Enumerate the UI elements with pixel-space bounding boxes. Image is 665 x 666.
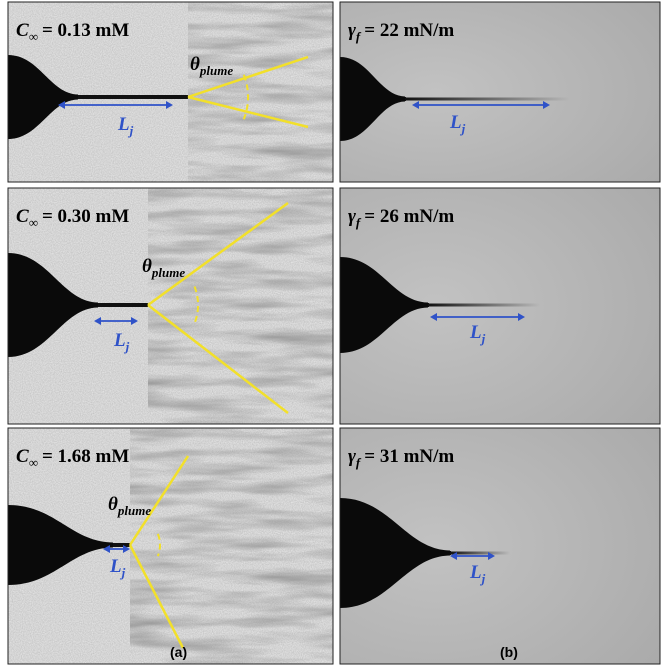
plume-edge bbox=[128, 455, 190, 546]
subscript: f bbox=[356, 215, 362, 230]
value-text: = 1.68 mM bbox=[42, 446, 129, 467]
subscript: j bbox=[120, 565, 126, 580]
length-label: Lj bbox=[449, 112, 466, 136]
photo-bg bbox=[340, 2, 660, 182]
length-label: Lj bbox=[117, 114, 134, 138]
subscript: ∞ bbox=[29, 29, 38, 44]
symbol: γ bbox=[348, 20, 356, 41]
panel-a: C∞ = 0.13 mM θplume Lj bbox=[7, 1, 334, 183]
arrow-head bbox=[103, 545, 130, 553]
length-label: Lj bbox=[469, 322, 486, 346]
angle-arc bbox=[242, 74, 250, 120]
subscript: plume bbox=[117, 503, 151, 518]
nozzle bbox=[8, 505, 113, 585]
angle-label: θplume bbox=[142, 256, 185, 280]
panel-b: γf = 31 mN/m Lj bbox=[339, 427, 661, 665]
jet bbox=[113, 543, 130, 547]
nozzle bbox=[340, 257, 428, 353]
symbol: L bbox=[113, 330, 126, 351]
panel-a: C∞ = 0.30 mM θplume Lj bbox=[7, 187, 334, 425]
symbol: γ bbox=[348, 446, 356, 467]
frame bbox=[339, 187, 661, 425]
subscript: j bbox=[124, 339, 130, 354]
symbol: θ bbox=[142, 256, 152, 277]
subscript: ∞ bbox=[29, 215, 38, 230]
symbol: γ bbox=[348, 206, 356, 227]
concentration-label: C∞ = 0.13 mM bbox=[16, 20, 129, 44]
nozzle bbox=[340, 498, 450, 608]
subscript: plume bbox=[199, 63, 233, 78]
value-text: = 31 mN/m bbox=[364, 446, 454, 467]
jet-fade bbox=[405, 97, 570, 101]
symbol: θ bbox=[108, 494, 118, 515]
nozzle bbox=[8, 253, 98, 357]
subscript: j bbox=[480, 571, 486, 586]
symbol: L bbox=[469, 322, 482, 343]
frame bbox=[339, 1, 661, 183]
subscript: j bbox=[460, 121, 466, 136]
plume-edge bbox=[128, 544, 185, 649]
length-label: Lj bbox=[113, 330, 130, 354]
symbol: C bbox=[16, 446, 29, 467]
subscript: plume bbox=[151, 265, 185, 280]
nozzle bbox=[8, 55, 78, 139]
subscript: j bbox=[480, 331, 486, 346]
symbol: C bbox=[16, 20, 29, 41]
value-text: = 22 mN/m bbox=[364, 20, 454, 41]
angle-label: θplume bbox=[190, 54, 233, 78]
frame bbox=[339, 427, 661, 665]
jet bbox=[98, 303, 148, 307]
angle-label: θplume bbox=[108, 494, 151, 518]
jet-fade bbox=[450, 551, 510, 555]
caption: (b) bbox=[500, 644, 518, 660]
concentration-label: C∞ = 0.30 mM bbox=[16, 206, 129, 230]
angle-arc bbox=[156, 533, 161, 557]
plume-edge bbox=[187, 95, 309, 129]
value-text: = 26 mN/m bbox=[364, 206, 454, 227]
subscript: ∞ bbox=[29, 455, 38, 470]
tension-label: γf = 22 mN/m bbox=[348, 20, 454, 44]
symbol: L bbox=[469, 562, 482, 583]
jet bbox=[78, 95, 188, 99]
subscript: f bbox=[356, 455, 362, 470]
nozzle bbox=[340, 57, 405, 141]
frame bbox=[7, 427, 334, 665]
frame bbox=[7, 1, 334, 183]
panel-a: C∞ = 1.68 mM θplume Lj bbox=[7, 427, 334, 665]
value-text: = 0.30 mM bbox=[42, 206, 129, 227]
jet-fade bbox=[428, 303, 540, 307]
symbol: θ bbox=[190, 54, 200, 75]
caption: (a) bbox=[170, 644, 187, 660]
plume-edge bbox=[187, 55, 309, 99]
symbol: C bbox=[16, 206, 29, 227]
concentration-label: C∞ = 1.68 mM bbox=[16, 446, 129, 470]
length-label: Lj bbox=[469, 562, 486, 586]
symbol: L bbox=[449, 112, 462, 133]
symbol: L bbox=[109, 556, 122, 577]
plume-edge bbox=[147, 201, 289, 307]
frame bbox=[7, 187, 334, 425]
subscript: f bbox=[356, 29, 362, 44]
panel-b: γf = 26 mN/m Lj bbox=[339, 187, 661, 425]
length-label: Lj bbox=[109, 556, 126, 580]
tension-label: γf = 31 mN/m bbox=[348, 446, 454, 470]
plume-edge bbox=[147, 304, 289, 414]
value-text: = 0.13 mM bbox=[42, 20, 129, 41]
subscript: j bbox=[128, 123, 134, 138]
symbol: L bbox=[117, 114, 130, 135]
panel-b: γf = 22 mN/m Lj bbox=[339, 1, 661, 183]
tension-label: γf = 26 mN/m bbox=[348, 206, 454, 230]
angle-arc bbox=[193, 286, 199, 324]
